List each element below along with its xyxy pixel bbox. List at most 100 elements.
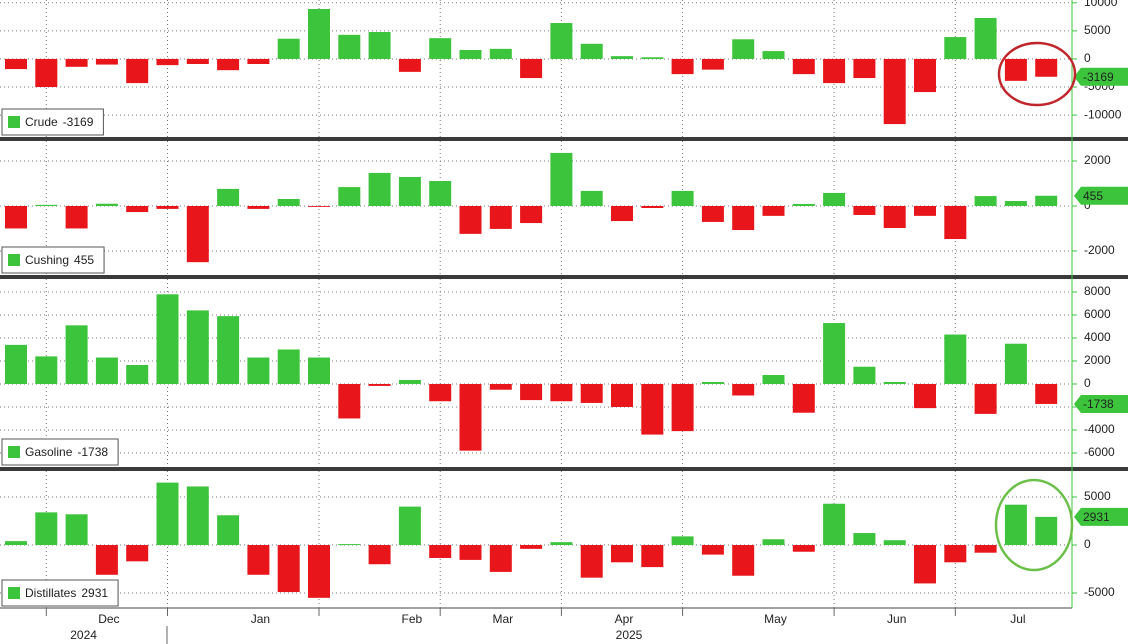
bar: [550, 383, 573, 402]
x-tick-label: Feb: [402, 612, 423, 626]
bar: [580, 383, 603, 403]
bar: [429, 383, 452, 402]
bar: [217, 515, 240, 546]
legend-label: Gasoline: [25, 445, 73, 459]
bar: [35, 356, 58, 384]
value-tag-label: 455: [1083, 189, 1103, 203]
bar: [944, 205, 967, 240]
bar: [398, 176, 421, 206]
bar: [186, 310, 209, 384]
bar: [641, 57, 664, 59]
value-tag: [1074, 394, 1128, 413]
y-tick-label: -10000: [1084, 107, 1122, 121]
bar: [974, 545, 997, 553]
bar: [277, 199, 300, 206]
legend-box: [1, 438, 119, 466]
bar: [95, 58, 118, 65]
y-tick-label: -6000: [1084, 445, 1115, 459]
bar: [5, 58, 27, 70]
x-year-label: 2025: [616, 628, 643, 642]
x-tick-label: May: [764, 612, 787, 626]
bar: [1004, 343, 1027, 384]
legend-swatch: [8, 587, 20, 599]
bar: [126, 205, 149, 213]
bar: [762, 205, 785, 216]
bar: [65, 325, 88, 384]
x-tick-label: Apr: [615, 612, 634, 626]
bar: [732, 545, 755, 576]
panel-separator: [0, 275, 1128, 279]
legend-swatch: [8, 116, 20, 128]
legend-value: -3169: [63, 115, 94, 129]
bar: [277, 349, 300, 384]
bar: [641, 383, 664, 435]
bar: [338, 544, 361, 546]
bar: [611, 383, 633, 407]
bar: [1035, 516, 1058, 546]
panel-separator: [0, 467, 1128, 471]
x-tick-label: Mar: [492, 612, 513, 626]
bar: [156, 294, 179, 384]
bar: [914, 205, 936, 216]
bar: [641, 205, 664, 208]
bar: [277, 545, 300, 593]
bar: [671, 536, 694, 546]
bar: [186, 205, 209, 263]
bar: [853, 58, 876, 79]
bar: [308, 545, 330, 598]
x-tick-label: Jun: [887, 612, 906, 626]
bar: [883, 540, 906, 546]
bar: [459, 383, 482, 451]
value-tag-label: 2931: [1083, 510, 1110, 524]
bar: [762, 539, 785, 546]
bar: [853, 366, 876, 384]
bar: [701, 382, 724, 384]
bar: [5, 344, 27, 384]
bar: [883, 382, 906, 384]
y-tick-label: 5000: [1084, 489, 1111, 503]
bar: [671, 383, 694, 432]
bar: [459, 49, 482, 59]
y-tick-label: 6000: [1084, 307, 1111, 321]
bar: [944, 545, 967, 563]
bar: [338, 187, 361, 206]
legend-label: Distillates: [25, 586, 76, 600]
bar: [853, 205, 876, 215]
bar: [247, 545, 270, 575]
bar: [489, 545, 512, 572]
y-tick-label: 0: [1084, 51, 1091, 65]
panel-separator: [0, 137, 1128, 141]
bar: [671, 58, 694, 75]
bar: [914, 383, 936, 409]
x-year-label: 2024: [70, 628, 97, 642]
bar: [792, 58, 815, 75]
bar: [217, 58, 240, 71]
bar: [338, 34, 361, 59]
bar: [308, 357, 330, 384]
bar: [974, 196, 997, 206]
bar: [853, 533, 876, 546]
value-tag-label: -3169: [1083, 70, 1114, 84]
bar: [823, 323, 846, 384]
value-tag: [1074, 186, 1128, 205]
bar: [550, 23, 573, 59]
bar: [520, 205, 543, 224]
y-tick-label: -5000: [1084, 585, 1115, 599]
bar: [277, 38, 300, 59]
value-tag-label: -1738: [1083, 397, 1114, 411]
bar: [792, 545, 815, 552]
bar: [217, 188, 240, 206]
bar: [1035, 58, 1058, 77]
bar: [156, 482, 179, 546]
bar: [701, 205, 724, 222]
bar: [247, 205, 270, 209]
bar: [368, 172, 391, 206]
bar: [823, 58, 846, 84]
x-tick-label: Jan: [251, 612, 270, 626]
bar: [459, 545, 482, 560]
bar: [580, 190, 603, 206]
bar: [611, 56, 633, 59]
bar: [186, 486, 209, 546]
annotation-circle: [994, 478, 1074, 572]
bar: [732, 383, 755, 396]
